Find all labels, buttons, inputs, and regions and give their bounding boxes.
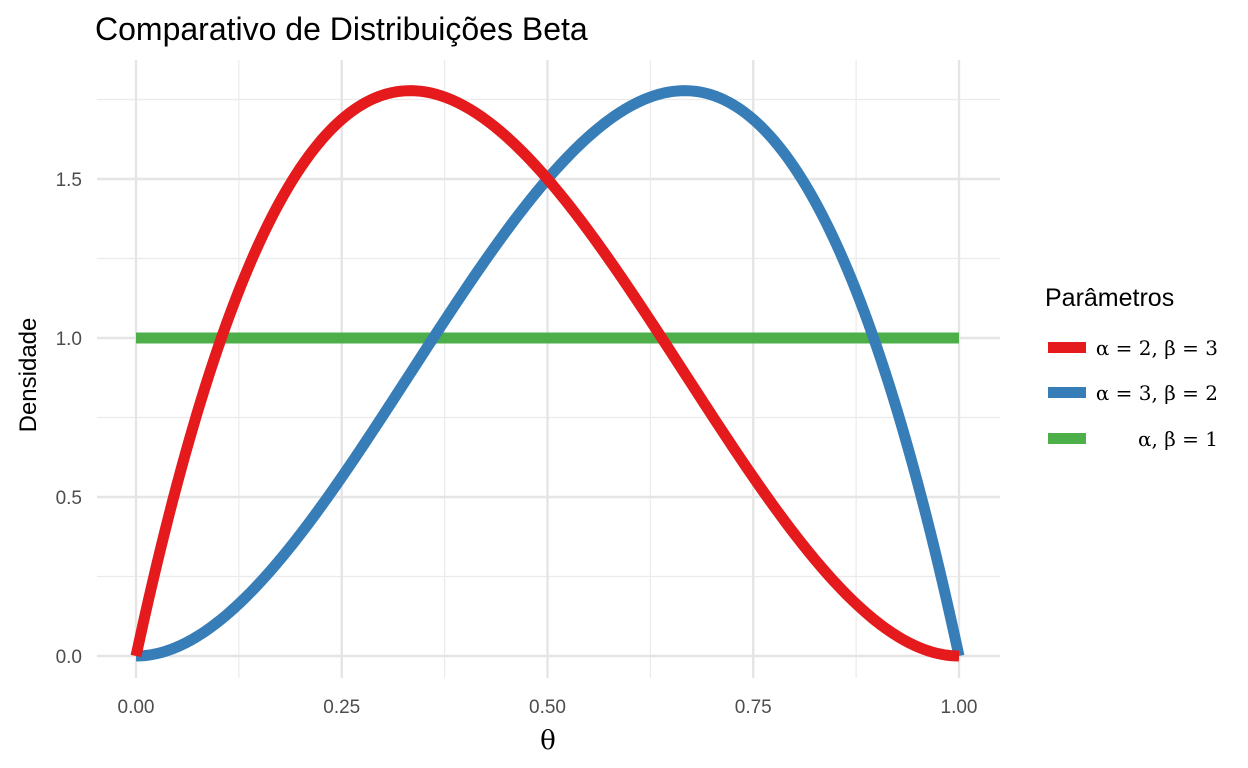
legend-swatch: [1048, 433, 1086, 444]
chart-title: Comparativo de Distribuições Beta: [95, 11, 588, 47]
y-tick-labels: 0.0 0.5 1.0 1.5: [56, 170, 82, 668]
x-tick-label: 0.25: [323, 697, 360, 718]
y-tick-label: 1.0: [56, 329, 82, 350]
x-tick-label: 0.50: [529, 697, 566, 718]
y-tick-label: 0.5: [56, 488, 82, 509]
x-tick-labels: 0.00 0.25 0.50 0.75 1.00: [118, 697, 978, 718]
series-line: [130, 85, 961, 662]
x-axis-title: θ: [540, 726, 556, 756]
x-tick-label: 0.75: [735, 697, 772, 718]
x-tick-label: 1.00: [941, 697, 978, 718]
grid: [97, 60, 1000, 678]
x-tick-label: 0.00: [118, 697, 155, 718]
y-tick-label: 0.0: [56, 647, 82, 668]
y-axis-title: Densidade: [15, 318, 42, 433]
y-tick-label: 1.5: [56, 170, 82, 191]
legend-title: Parâmetros: [1045, 284, 1174, 312]
legend: Parâmetros α = 2, β = 3 α = 3, β = 2 α, β …: [1045, 284, 1218, 451]
legend-swatch: [1048, 387, 1086, 398]
legend-swatch: [1048, 342, 1086, 353]
series-lines: [130, 85, 965, 662]
legend-label: α = 2, β = 3: [1096, 336, 1218, 360]
legend-label: α, β = 1: [1138, 427, 1218, 451]
legend-label: α = 3, β = 2: [1096, 381, 1218, 405]
